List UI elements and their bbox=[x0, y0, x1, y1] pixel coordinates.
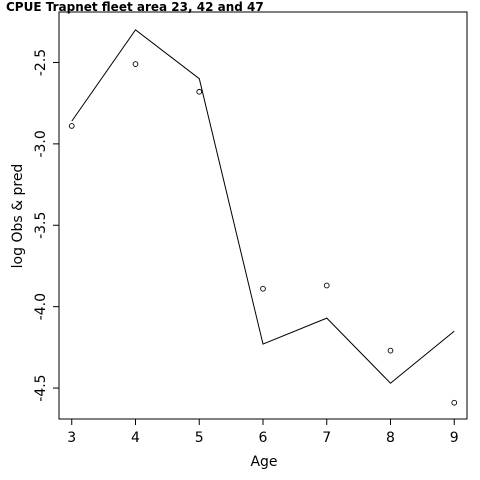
observed-point bbox=[323, 282, 330, 289]
plot-frame bbox=[58, 11, 468, 420]
observed-point bbox=[260, 285, 266, 292]
observed-point bbox=[387, 347, 394, 354]
y-tick-label: -4.5 bbox=[33, 374, 49, 401]
x-tick-label: 9 bbox=[450, 430, 459, 446]
y-axis-label: log Obs & pred bbox=[10, 164, 26, 269]
observed-point bbox=[68, 123, 75, 129]
x-axis-label: Age bbox=[250, 454, 277, 470]
y-tick-label: -3.0 bbox=[33, 130, 49, 157]
observed-point bbox=[132, 61, 139, 67]
y-tick-label: -4.0 bbox=[33, 293, 49, 320]
y-tick-label: -3.5 bbox=[33, 212, 49, 239]
x-axis: 3 4 5 6 7 8 9 bbox=[67, 419, 459, 446]
y-tick-label: -2.5 bbox=[33, 49, 49, 76]
x-tick-label: 5 bbox=[195, 430, 204, 446]
chart-title: CPUE Trapnet fleet area 23, 42 and 47 bbox=[6, 0, 264, 14]
x-tick-label: 8 bbox=[386, 430, 395, 446]
x-tick-label: 7 bbox=[322, 430, 331, 446]
x-tick-label: 3 bbox=[67, 430, 76, 446]
observed-points bbox=[68, 61, 458, 406]
x-tick-label: 6 bbox=[259, 430, 268, 446]
y-axis: -2.5 -3.0 -3.5 -4.0 -4.5 bbox=[33, 49, 59, 402]
observed-point bbox=[196, 88, 203, 95]
observed-point bbox=[451, 399, 458, 406]
predicted-line bbox=[71, 29, 455, 384]
x-tick-label: 4 bbox=[131, 430, 140, 446]
